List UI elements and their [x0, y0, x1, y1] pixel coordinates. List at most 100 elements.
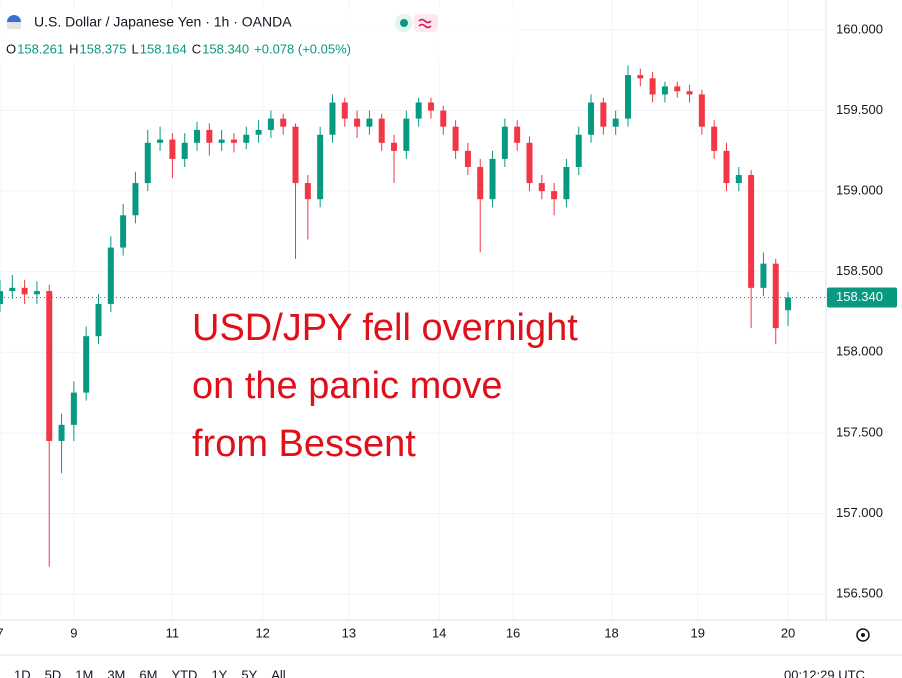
candle-body: [243, 134, 250, 143]
price-label: 158.340: [836, 289, 883, 304]
candle-body: [95, 303, 102, 337]
candle-body: [329, 102, 336, 135]
y-tick-label: 157.000: [836, 505, 883, 520]
candle-body: [317, 134, 324, 200]
annotation: USD/JPY fell overnight on the panic move f…: [192, 307, 578, 465]
settings-icon[interactable]: [856, 628, 870, 642]
annotation-line: from Bessent: [192, 423, 416, 465]
candle-body: [415, 102, 422, 119]
candle-body: [132, 183, 139, 216]
range-button[interactable]: YTD: [171, 667, 197, 678]
x-tick-label: 7: [0, 625, 4, 640]
candle-body: [378, 118, 385, 143]
candle-body: [760, 263, 767, 288]
range-button[interactable]: 1D: [14, 667, 31, 678]
candle-body: [711, 126, 718, 151]
y-tick-label: 160.000: [836, 21, 883, 36]
candle-body: [735, 175, 742, 184]
status-badge: [414, 14, 438, 32]
candles: [0, 65, 792, 567]
candle-body: [341, 102, 348, 119]
candle-body: [58, 424, 65, 441]
ohlc-key: C: [192, 41, 201, 56]
candle-body: [107, 247, 114, 304]
range-button[interactable]: All: [271, 667, 286, 678]
status-icon: [418, 18, 432, 29]
candle-body: [0, 291, 3, 304]
x-tick-label: 14: [432, 625, 446, 640]
ohlc-legend: O 158.261 H 158.375 L 158.164 C 158.340 +0.078 (…: [6, 41, 351, 56]
ohlc-key: O: [6, 41, 16, 56]
candle-body: [538, 183, 545, 192]
x-tick-label: 18: [604, 625, 618, 640]
candle-body: [624, 75, 631, 119]
candle-body: [83, 336, 90, 393]
candle-body: [427, 102, 434, 111]
y-tick-label: 159.000: [836, 183, 883, 198]
ohlc-change: +0.078 (+0.05%): [254, 41, 351, 56]
candle-body: [120, 215, 127, 248]
settings-button[interactable]: [856, 628, 870, 642]
candle-body: [785, 297, 792, 311]
range-button[interactable]: 5Y: [241, 667, 257, 678]
candle-body: [600, 102, 607, 127]
x-tick-label: 9: [70, 625, 77, 640]
symbol-title: U.S. Dollar / Japanese Yen · 1h · OANDA: [34, 14, 292, 30]
y-tick-label: 156.500: [836, 585, 883, 600]
candle-body: [661, 86, 668, 95]
x-tick-label: 19: [691, 625, 705, 640]
x-tick-label: 13: [342, 625, 356, 640]
candle-body: [674, 86, 681, 92]
clock: 00:12:29 UTC: [784, 667, 865, 678]
range-button[interactable]: 5D: [45, 667, 62, 678]
y-tick-label: 158.500: [836, 263, 883, 278]
y-tick-label: 158.000: [836, 344, 883, 359]
range-button[interactable]: 1Y: [211, 667, 227, 678]
candle-body: [157, 139, 164, 143]
candle-body: [206, 129, 213, 143]
candle-body: [551, 191, 558, 200]
candle-body: [33, 291, 40, 295]
y-tick-label: 157.500: [836, 424, 883, 439]
candle-body: [772, 263, 779, 329]
range-button[interactable]: 3M: [107, 667, 125, 678]
range-button[interactable]: 6M: [139, 667, 157, 678]
ohlc-value: 158.340: [202, 41, 249, 56]
candle-body: [292, 126, 299, 184]
price-label-box: [827, 287, 897, 308]
candle-body: [723, 150, 730, 184]
candle-body: [748, 175, 755, 288]
candle-body: [9, 287, 16, 292]
candle-body: [280, 118, 287, 127]
toolbar: 1D 5D 1M 3M 6M YTD 1Y 5Y All 00:12:29 UTC: [0, 654, 902, 678]
y-tick-label: 159.500: [836, 102, 883, 117]
candle-body: [489, 158, 496, 200]
candle-body: [440, 110, 447, 127]
candle-body: [21, 287, 28, 295]
candle-body: [477, 166, 484, 200]
candle-body: [637, 75, 644, 79]
candle-body: [575, 134, 582, 167]
x-tick-label: 11: [166, 625, 180, 640]
candle-body: [218, 139, 225, 143]
candle-body: [686, 91, 693, 95]
candle-body: [181, 142, 188, 159]
candle-body: [464, 150, 471, 167]
candle-body: [526, 142, 533, 184]
candle-body: [698, 94, 705, 127]
range-button[interactable]: 1M: [75, 667, 93, 678]
ohlc-value: 158.375: [80, 41, 127, 56]
candle-body: [649, 78, 656, 95]
candle-body: [501, 126, 508, 159]
flag-icon: [7, 22, 21, 29]
ohlc-value: 158.164: [140, 41, 187, 56]
settings-icon[interactable]: [861, 633, 865, 637]
candle-body: [230, 139, 237, 143]
candle-body: [46, 291, 53, 441]
candle-body: [612, 118, 619, 127]
candle-body: [403, 118, 410, 151]
candle-body: [70, 392, 77, 425]
candle-body: [304, 183, 311, 200]
candle-body: [255, 129, 262, 135]
